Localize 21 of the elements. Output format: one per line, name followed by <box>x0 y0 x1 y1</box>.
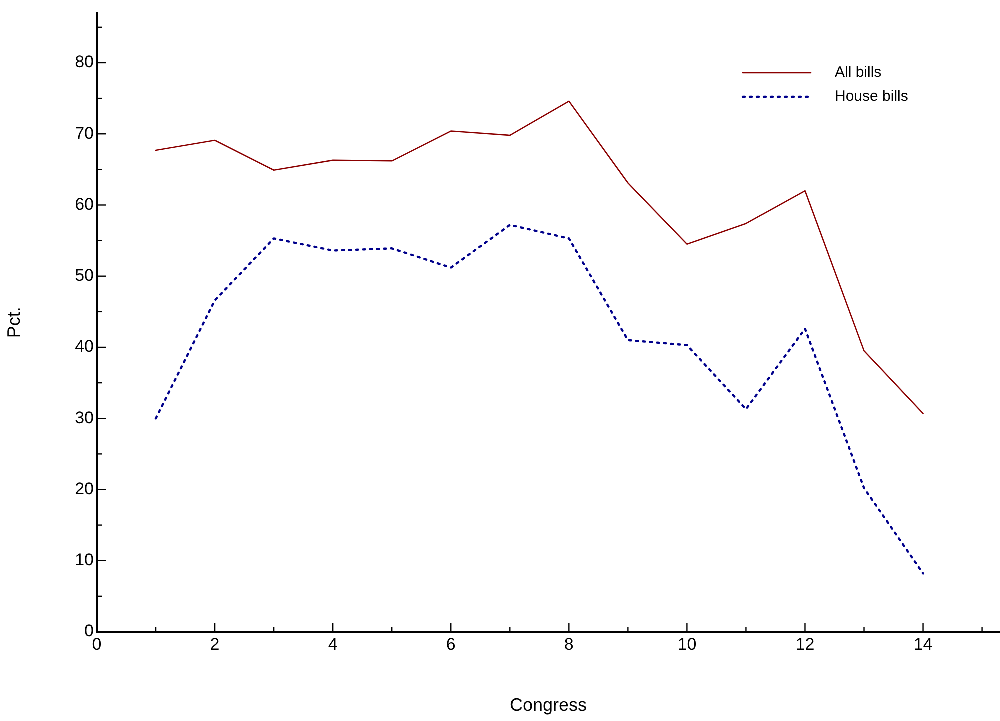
y-tick-label: 50 <box>75 266 94 286</box>
y-tick-label: 40 <box>75 337 94 356</box>
x-tick-label: 6 <box>446 634 456 654</box>
x-tick-label: 14 <box>914 634 933 654</box>
y-tick-label: 60 <box>75 194 94 214</box>
x-tick-label: 8 <box>564 634 574 654</box>
legend-label: All bills <box>835 64 882 82</box>
x-tick-label: 4 <box>328 634 338 654</box>
y-axis-title: Pct. <box>4 307 24 338</box>
y-tick-label: 20 <box>75 479 94 498</box>
legend-label: House bills <box>835 88 908 106</box>
y-tick-label: 10 <box>75 550 94 570</box>
y-tick-label: 0 <box>84 622 94 641</box>
x-tick-label: 10 <box>678 634 697 654</box>
x-axis-title: Congress <box>510 695 588 716</box>
x-tick-label: 2 <box>210 634 220 654</box>
y-tick-label: 80 <box>75 52 94 72</box>
y-tick-label: 30 <box>75 408 94 428</box>
x-tick-label: 12 <box>796 634 815 654</box>
y-tick-label: 70 <box>75 124 94 143</box>
line-series <box>154 224 924 575</box>
